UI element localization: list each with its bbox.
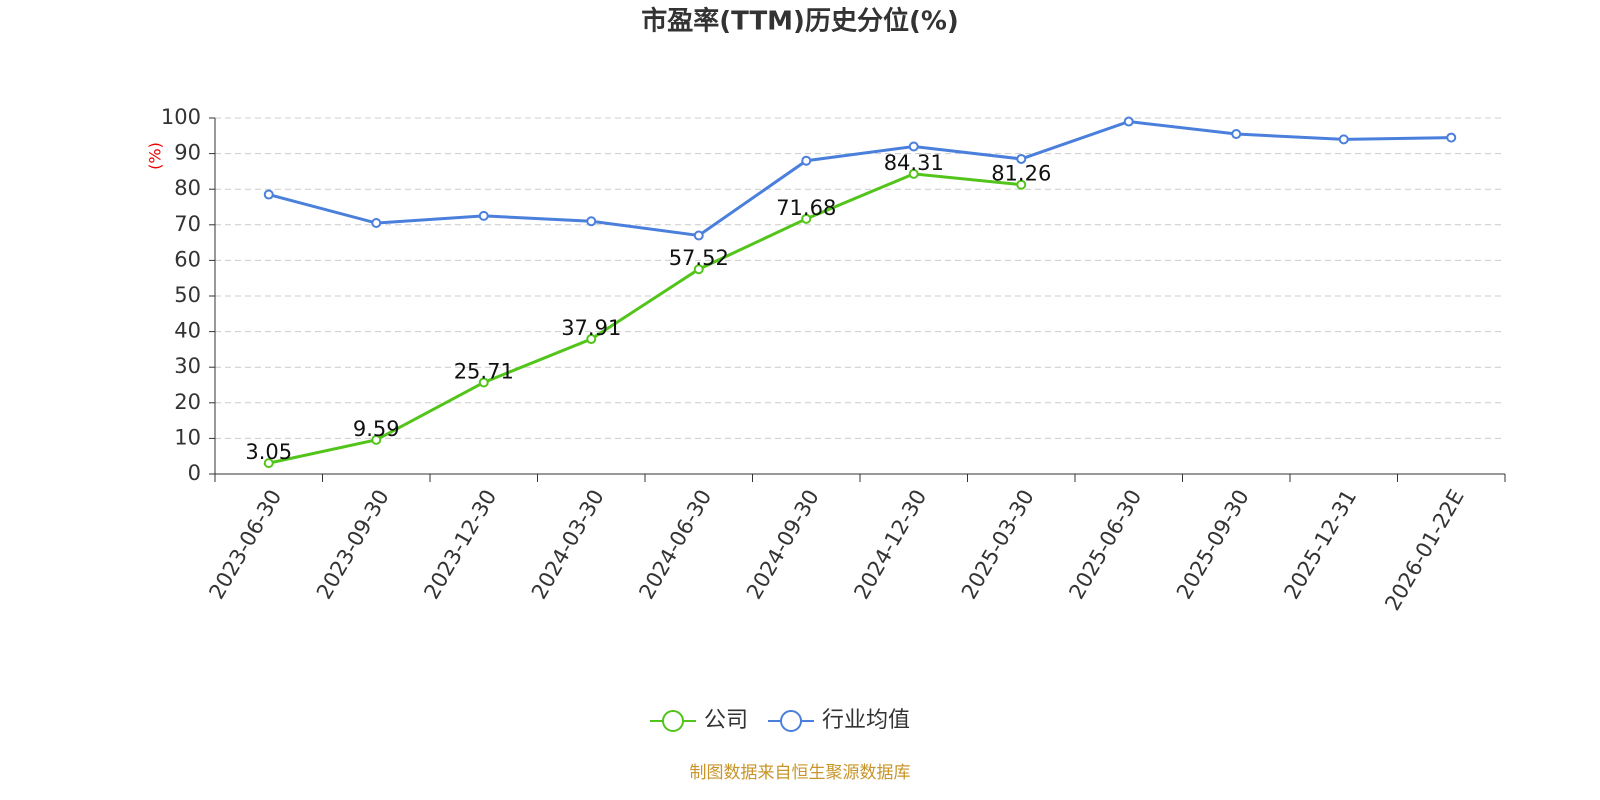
data-point	[908, 168, 919, 179]
series-line	[268, 120, 1452, 238]
data-point	[263, 189, 274, 200]
source-note: 制图数据来自恒生聚源数据库	[690, 763, 911, 783]
data-point	[908, 141, 919, 152]
data-label: 84.31	[884, 151, 944, 175]
data-point	[586, 334, 597, 345]
x-tick-label: 2024-06-30	[634, 486, 716, 604]
data-point	[586, 216, 597, 227]
x-tick-label: 2025-12-31	[1279, 486, 1361, 604]
data-point	[478, 377, 489, 388]
data-point	[693, 230, 704, 241]
y-tick-label: 80	[174, 176, 201, 200]
y-tick-label: 30	[174, 354, 201, 378]
y-tick-label: 70	[174, 212, 201, 236]
legend-marker	[780, 710, 803, 732]
x-tick-label: 2024-09-30	[742, 486, 824, 604]
y-tick-label: 50	[174, 283, 201, 307]
data-point	[371, 434, 382, 445]
x-tick-label: 2025-09-30	[1172, 486, 1254, 604]
y-tick-label: 0	[188, 461, 201, 485]
legend-label: 公司	[704, 708, 748, 733]
data-label: 57.52	[669, 246, 729, 270]
data-point	[371, 218, 382, 229]
data-label: 9.59	[353, 417, 400, 441]
x-tick-label: 2024-03-30	[527, 486, 609, 604]
y-tick-label: 90	[174, 141, 201, 165]
x-tick-label: 2025-06-30	[1064, 486, 1146, 604]
data-point	[478, 210, 489, 221]
data-point	[1016, 179, 1027, 190]
x-tick-label: 2023-12-30	[419, 486, 501, 604]
y-tick-label: 10	[174, 425, 201, 449]
x-tick-label: 2023-06-30	[204, 486, 286, 604]
x-tick-label: 2026-01-22E	[1380, 486, 1468, 615]
data-point	[263, 458, 274, 469]
data-label: 3.05	[245, 440, 292, 464]
data-point	[1016, 153, 1027, 164]
data-point	[1231, 129, 1242, 140]
legend-item: 公司	[650, 708, 748, 733]
x-tick-label: 2023-09-30	[312, 486, 394, 604]
data-label: 71.68	[776, 196, 836, 220]
legend-marker	[662, 710, 684, 732]
data-label: 37.91	[561, 316, 621, 340]
data-point	[693, 264, 704, 275]
data-point	[801, 213, 812, 224]
chart-title: 市盈率(TTM)历史分位(%)	[641, 6, 959, 37]
data-label: 81.26	[991, 162, 1051, 186]
legend-item: 行业均值	[768, 708, 910, 733]
data-label: 25.71	[454, 359, 514, 383]
data-point	[1446, 132, 1457, 143]
x-tick-label: 2024-12-30	[849, 486, 931, 604]
y-tick-label: 40	[174, 319, 201, 343]
series-line	[268, 172, 1022, 465]
y-tick-label: 100	[161, 105, 201, 129]
legend-label: 行业均值	[822, 708, 910, 733]
x-tick-label: 2025-03-30	[957, 486, 1039, 604]
data-point	[1123, 116, 1134, 127]
data-point	[1338, 134, 1349, 145]
y-tick-label: 20	[174, 390, 201, 414]
data-point	[801, 155, 812, 166]
y-axis-label: (%)	[146, 142, 165, 170]
y-tick-label: 60	[174, 247, 201, 271]
